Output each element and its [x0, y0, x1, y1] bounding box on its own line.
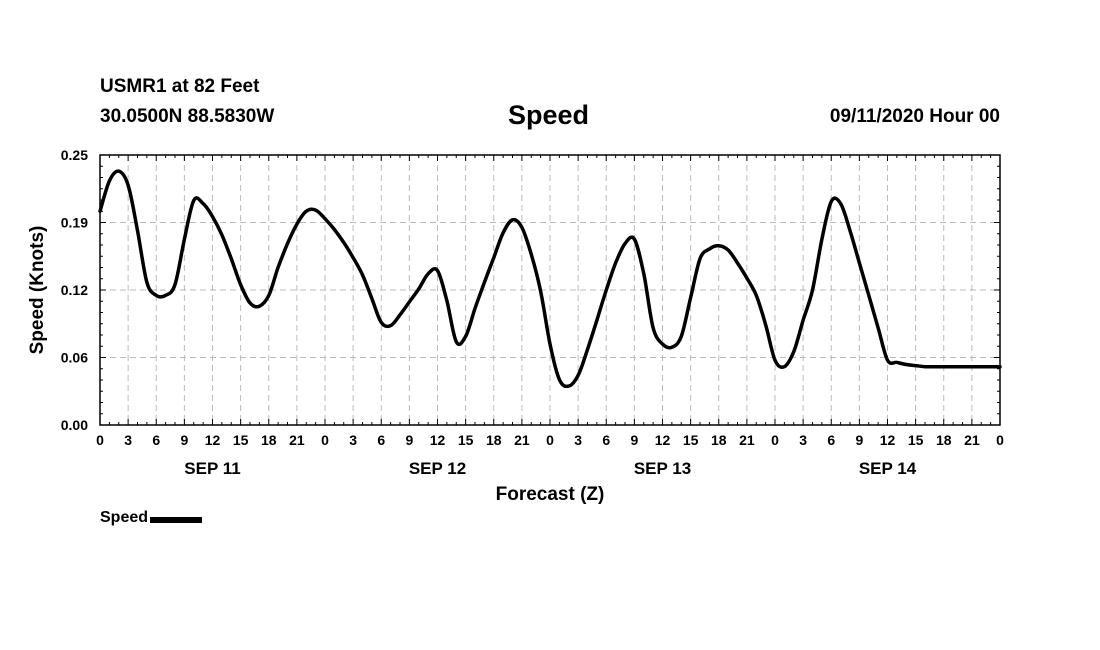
coordinates-label: 30.0500N 88.5830W: [100, 106, 275, 127]
legend-swatch: [150, 516, 203, 523]
x-tick-label: 9: [180, 432, 188, 448]
station-label: USMR1 at 82 Feet: [100, 76, 260, 97]
y-tick-label: 0.00: [61, 417, 88, 433]
x-tick-label: 18: [486, 432, 502, 448]
x-tick-label: 15: [233, 432, 249, 448]
date-label: SEP 14: [859, 459, 917, 478]
x-tick-label: 15: [458, 432, 474, 448]
plot-frame: [99, 154, 1001, 426]
x-tick-label: 6: [602, 432, 610, 448]
y-tick-label: 0.12: [61, 282, 88, 298]
x-tick-label: 9: [405, 432, 413, 448]
x-tick-label: 21: [514, 432, 530, 448]
y-axis-title: Speed (Knots): [27, 226, 48, 355]
x-tick-label: 0: [771, 432, 779, 448]
x-tick-label: 6: [377, 432, 385, 448]
x-tick-label: 3: [574, 432, 582, 448]
legend: Speed: [100, 509, 203, 527]
series-layer: [98, 169, 1002, 389]
x-tick-label: 12: [430, 432, 446, 448]
x-tick-label: 3: [799, 432, 807, 448]
x-tick-label: 12: [205, 432, 221, 448]
x-tick-label: 18: [261, 432, 277, 448]
x-tick-label: 6: [827, 432, 835, 448]
x-tick-label: 18: [711, 432, 727, 448]
x-tick-label: 9: [630, 432, 638, 448]
axis-labels: 0 3 6 9 12 15 18 21 0 3 6 9 12 15 18 21 0 3 6 9 12 15 18 21 0 3 6 9…: [27, 147, 1004, 505]
x-tick-label: 0: [96, 432, 104, 448]
date-label: SEP 12: [409, 459, 466, 478]
x-axis-title: Forecast (Z): [496, 484, 605, 505]
x-tick-label: 12: [880, 432, 896, 448]
series-line-speed: [98, 169, 1002, 389]
x-tick-label: 21: [964, 432, 980, 448]
y-tick-label: 0.06: [61, 350, 88, 366]
x-tick-label: 15: [683, 432, 699, 448]
date-label: SEP 13: [634, 459, 691, 478]
chart-title: Speed: [508, 100, 590, 130]
x-tick-label: 3: [124, 432, 132, 448]
x-tick-label: 3: [349, 432, 357, 448]
x-tick-label: 0: [321, 432, 329, 448]
y-tick-label: 0.19: [61, 215, 88, 231]
axes: [99, 154, 1001, 426]
x-tick-label: 18: [936, 432, 952, 448]
y-tick-label: 0.25: [61, 147, 88, 163]
grid: [100, 155, 1000, 425]
date-label: SEP 11: [184, 459, 240, 478]
run-time-label: 09/11/2020 Hour 00: [829, 106, 1000, 127]
x-tick-label: 0: [996, 432, 1004, 448]
x-tick-label: 21: [289, 432, 305, 448]
x-tick-label: 6: [152, 432, 160, 448]
x-tick-label: 9: [855, 432, 863, 448]
x-tick-label: 21: [739, 432, 755, 448]
x-tick-label: 12: [655, 432, 671, 448]
x-tick-label: 0: [546, 432, 554, 448]
legend-label: Speed: [100, 509, 149, 526]
x-tick-label: 15: [908, 432, 924, 448]
